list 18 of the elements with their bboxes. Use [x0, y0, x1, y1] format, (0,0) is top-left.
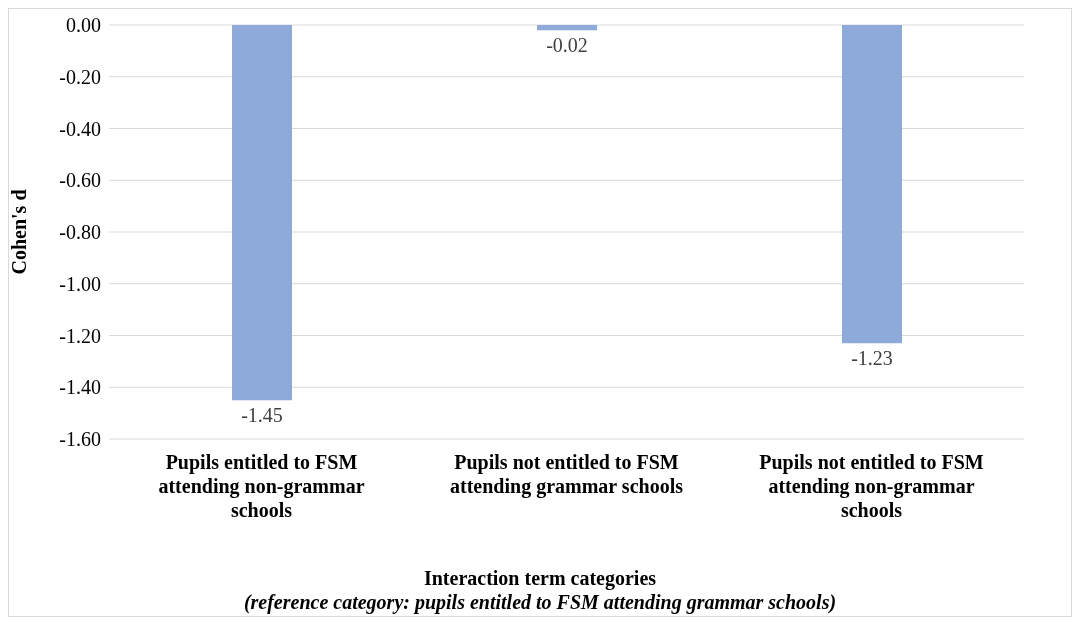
data-label: -1.23 — [851, 347, 893, 370]
y-tick-label: -1.40 — [59, 376, 101, 399]
x-tick-label: Pupils not entitled to FSM attending non-grammar schools — [759, 451, 984, 521]
y-tick-label: -0.60 — [59, 169, 101, 192]
x-tick-label: Pupils entitled to FSM attending non-grammar schools — [158, 451, 365, 521]
y-tick-label: -0.80 — [59, 221, 101, 244]
y-tick-label: -0.40 — [59, 117, 101, 140]
data-label: -1.45 — [241, 404, 283, 427]
text: (reference category: pupils entitled to FSM attending grammar schools) — [242, 591, 838, 614]
data-label: -0.02 — [546, 34, 588, 57]
x-axis-title: Interaction term categories — [422, 567, 658, 590]
x-tick-label: Pupils not entitled to FSM attending grammar schools — [450, 451, 684, 498]
y-tick-label: -1.20 — [59, 324, 101, 347]
y-tick-label: -1.00 — [59, 272, 101, 295]
y-tick-label: -1.60 — [59, 428, 101, 451]
y-tick-label: 0.00 — [66, 14, 101, 37]
y-axis-title: Cohen's d — [8, 189, 31, 275]
y-tick-label: -0.20 — [59, 65, 101, 88]
